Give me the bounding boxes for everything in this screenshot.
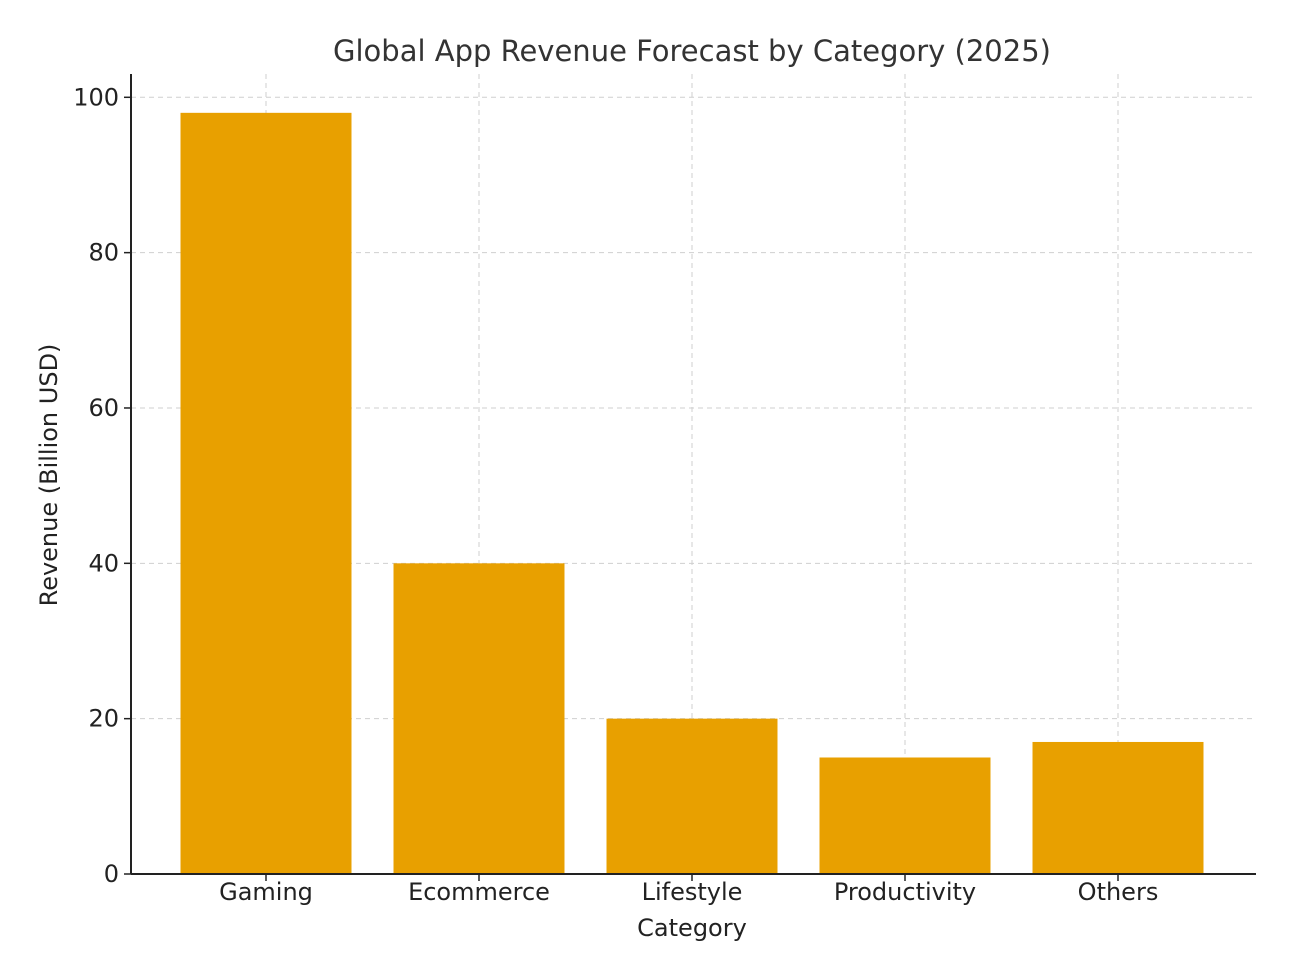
y-axis-title: Revenue (Billion USD) (35, 344, 63, 607)
bar-gaming (180, 112, 352, 874)
x-tick-label: Gaming (219, 878, 313, 906)
y-tick-label: 60 (88, 394, 119, 422)
bar-productivity (819, 757, 991, 874)
x-tick-label: Ecommerce (408, 878, 550, 906)
x-tick-label: Productivity (834, 878, 976, 906)
axes-layer (130, 74, 1256, 875)
ticks-layer: 0 20 40 60 80 100 Gaming Ecommerce Lifestyle Prod… (73, 83, 1158, 906)
x-tick-label: Others (1078, 878, 1159, 906)
chart-title: Global App Revenue Forecast by Category … (333, 34, 1051, 68)
x-tick-label: Lifestyle (642, 878, 743, 906)
x-axis-title: Category (637, 914, 747, 942)
bar-lifestyle (606, 718, 778, 874)
y-tick-label: 0 (104, 860, 119, 888)
bar-ecommerce (393, 563, 565, 874)
y-tick-label: 100 (73, 83, 119, 111)
y-tick-label: 80 (88, 239, 119, 267)
bars-layer (180, 112, 1204, 874)
bar-others (1032, 741, 1204, 874)
y-tick-label: 40 (88, 549, 119, 577)
y-tick-label: 20 (88, 705, 119, 733)
